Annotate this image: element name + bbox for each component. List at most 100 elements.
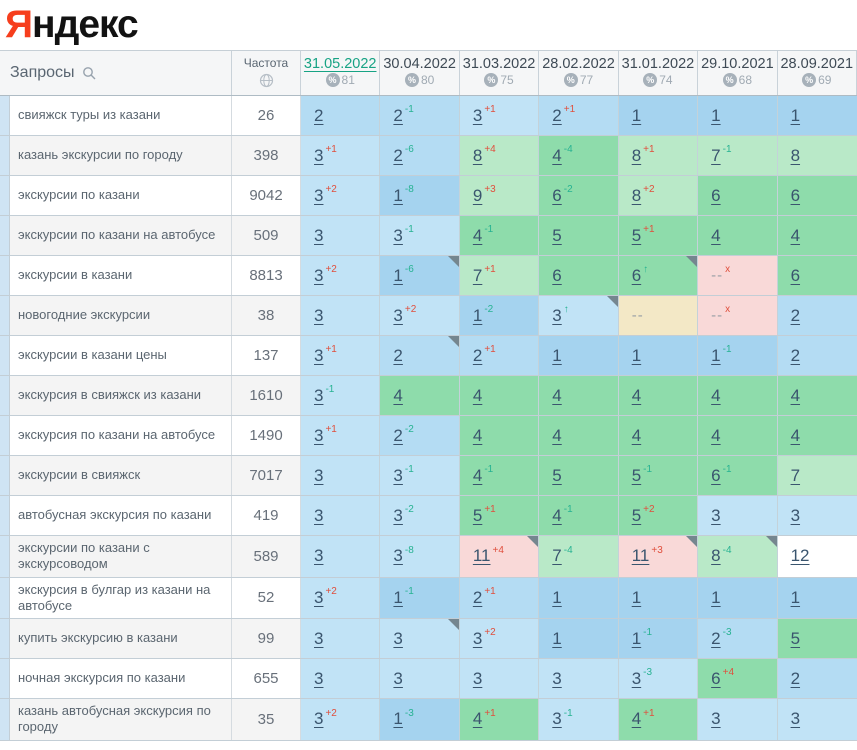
position-link[interactable]: 6 xyxy=(631,265,642,285)
position-link[interactable]: 1 xyxy=(711,105,721,125)
position-link[interactable]: 7 xyxy=(711,145,721,165)
position-link[interactable]: 3 xyxy=(552,668,562,688)
position-link[interactable]: 2 xyxy=(393,345,403,365)
keyword-cell[interactable]: автобусная экскурсия по казани xyxy=(10,496,232,535)
position-link[interactable]: 3 xyxy=(314,465,324,485)
position-link[interactable]: 5 xyxy=(552,225,562,245)
position-link[interactable]: 1 xyxy=(552,345,562,365)
position-link[interactable]: 6 xyxy=(711,465,721,485)
position-link[interactable]: 12 xyxy=(790,546,810,566)
position-link[interactable]: 3 xyxy=(314,505,324,525)
position-link[interactable]: 1 xyxy=(393,265,403,285)
position-link[interactable]: 5 xyxy=(790,628,801,648)
position-link[interactable]: 8 xyxy=(631,145,642,165)
position-link[interactable]: 4 xyxy=(552,145,562,165)
position-link[interactable]: 4 xyxy=(711,385,721,405)
position-link[interactable]: 1 xyxy=(790,105,801,125)
position-link[interactable]: 5 xyxy=(552,465,562,485)
date-link[interactable]: 29.10.2021 xyxy=(701,56,774,72)
row-select-strip[interactable] xyxy=(0,699,10,740)
position-link[interactable]: 5 xyxy=(631,225,642,245)
row-select-strip[interactable] xyxy=(0,216,10,255)
position-link[interactable]: 3 xyxy=(393,546,403,566)
position-link[interactable]: 3 xyxy=(314,546,324,566)
position-link[interactable]: 8 xyxy=(711,546,721,566)
position-link[interactable]: 3 xyxy=(393,668,403,688)
row-select-strip[interactable] xyxy=(0,376,10,415)
position-link[interactable]: 6 xyxy=(711,668,721,688)
row-select-strip[interactable] xyxy=(0,176,10,215)
column-header-date[interactable]: 28.02.2022% 77 xyxy=(539,51,619,95)
position-link[interactable]: 1 xyxy=(393,185,403,205)
position-link[interactable]: 4 xyxy=(790,425,801,445)
position-link[interactable]: 3 xyxy=(314,265,324,285)
keyword-cell[interactable]: экскурсии в казани цены xyxy=(10,336,232,375)
position-link[interactable]: 7 xyxy=(790,465,801,485)
position-link[interactable]: 1 xyxy=(552,587,562,607)
position-link[interactable]: 3 xyxy=(631,668,642,688)
position-link[interactable]: 3 xyxy=(314,145,324,165)
date-link[interactable]: 28.02.2022 xyxy=(542,56,615,72)
position-link[interactable]: 6 xyxy=(790,185,801,205)
position-link[interactable]: 2 xyxy=(393,145,403,165)
position-link[interactable]: 2 xyxy=(790,305,801,325)
position-link[interactable]: 3 xyxy=(314,587,324,607)
keyword-cell[interactable]: ночная экскурсия по казани xyxy=(10,659,232,698)
position-link[interactable]: 5 xyxy=(631,465,642,485)
position-link[interactable]: 4 xyxy=(472,385,483,405)
position-link[interactable]: 5 xyxy=(631,505,642,525)
position-link[interactable]: 4 xyxy=(711,425,721,445)
position-link[interactable]: 3 xyxy=(472,628,483,648)
position-link[interactable]: 3 xyxy=(711,709,721,729)
position-link[interactable]: 4 xyxy=(631,709,642,729)
position-link[interactable]: 3 xyxy=(314,628,324,648)
position-link[interactable]: 1 xyxy=(393,709,403,729)
position-link[interactable]: 3 xyxy=(314,305,324,325)
position-link[interactable]: 4 xyxy=(472,425,483,445)
keyword-cell[interactable]: купить экскурсию в казани xyxy=(10,619,232,658)
position-link[interactable]: 4 xyxy=(631,385,642,405)
row-select-strip[interactable] xyxy=(0,536,10,577)
column-header-date[interactable]: 30.04.2022% 80 xyxy=(380,51,460,95)
position-link[interactable]: 3 xyxy=(472,668,483,688)
row-select-strip[interactable] xyxy=(0,96,10,135)
position-link[interactable]: 4 xyxy=(790,385,801,405)
position-link[interactable]: 3 xyxy=(314,385,324,405)
position-link[interactable]: 1 xyxy=(393,587,403,607)
keyword-cell[interactable]: новогодние экскурсии xyxy=(10,296,232,335)
position-link[interactable]: 4 xyxy=(393,385,403,405)
position-link[interactable]: 2 xyxy=(472,345,483,365)
keyword-cell[interactable]: экскурсия в свияжск из казани xyxy=(10,376,232,415)
position-link[interactable]: 7 xyxy=(552,546,562,566)
keyword-cell[interactable]: экскурсии по казани на автобусе xyxy=(10,216,232,255)
position-link[interactable]: 3 xyxy=(393,305,403,325)
date-link[interactable]: 31.05.2022 xyxy=(303,56,377,72)
keyword-cell[interactable]: экскурсии в казани xyxy=(10,256,232,295)
position-link[interactable]: 7 xyxy=(472,265,483,285)
position-link[interactable]: 1 xyxy=(472,305,483,325)
position-link[interactable]: 1 xyxy=(711,345,721,365)
row-select-strip[interactable] xyxy=(0,456,10,495)
position-link[interactable]: 9 xyxy=(472,185,483,205)
position-link[interactable]: 3 xyxy=(472,105,483,125)
row-select-strip[interactable] xyxy=(0,296,10,335)
keyword-cell[interactable]: экскурсии по казани xyxy=(10,176,232,215)
keyword-cell[interactable]: экскурсия по казани на автобусе xyxy=(10,416,232,455)
keyword-cell[interactable]: экскурсии по казани с экскурсоводом xyxy=(10,536,232,577)
position-link[interactable]: 3 xyxy=(314,668,324,688)
date-link[interactable]: 31.03.2022 xyxy=(462,56,536,72)
position-link[interactable]: 1 xyxy=(790,587,801,607)
position-link[interactable]: 3 xyxy=(790,505,801,525)
position-link[interactable]: 3 xyxy=(314,425,324,445)
column-header-date[interactable]: 28.09.2021% 69 xyxy=(778,51,857,95)
row-select-strip[interactable] xyxy=(0,619,10,658)
position-link[interactable]: 3 xyxy=(552,709,562,729)
column-header-date[interactable]: 31.03.2022% 75 xyxy=(460,51,540,95)
position-link[interactable]: 4 xyxy=(552,385,562,405)
position-link[interactable]: 1 xyxy=(631,105,642,125)
row-select-strip[interactable] xyxy=(0,659,10,698)
position-link[interactable]: 3 xyxy=(314,225,324,245)
position-link[interactable]: 3 xyxy=(790,709,801,729)
row-select-strip[interactable] xyxy=(0,136,10,175)
keyword-cell[interactable]: свияжск туры из казани xyxy=(10,96,232,135)
